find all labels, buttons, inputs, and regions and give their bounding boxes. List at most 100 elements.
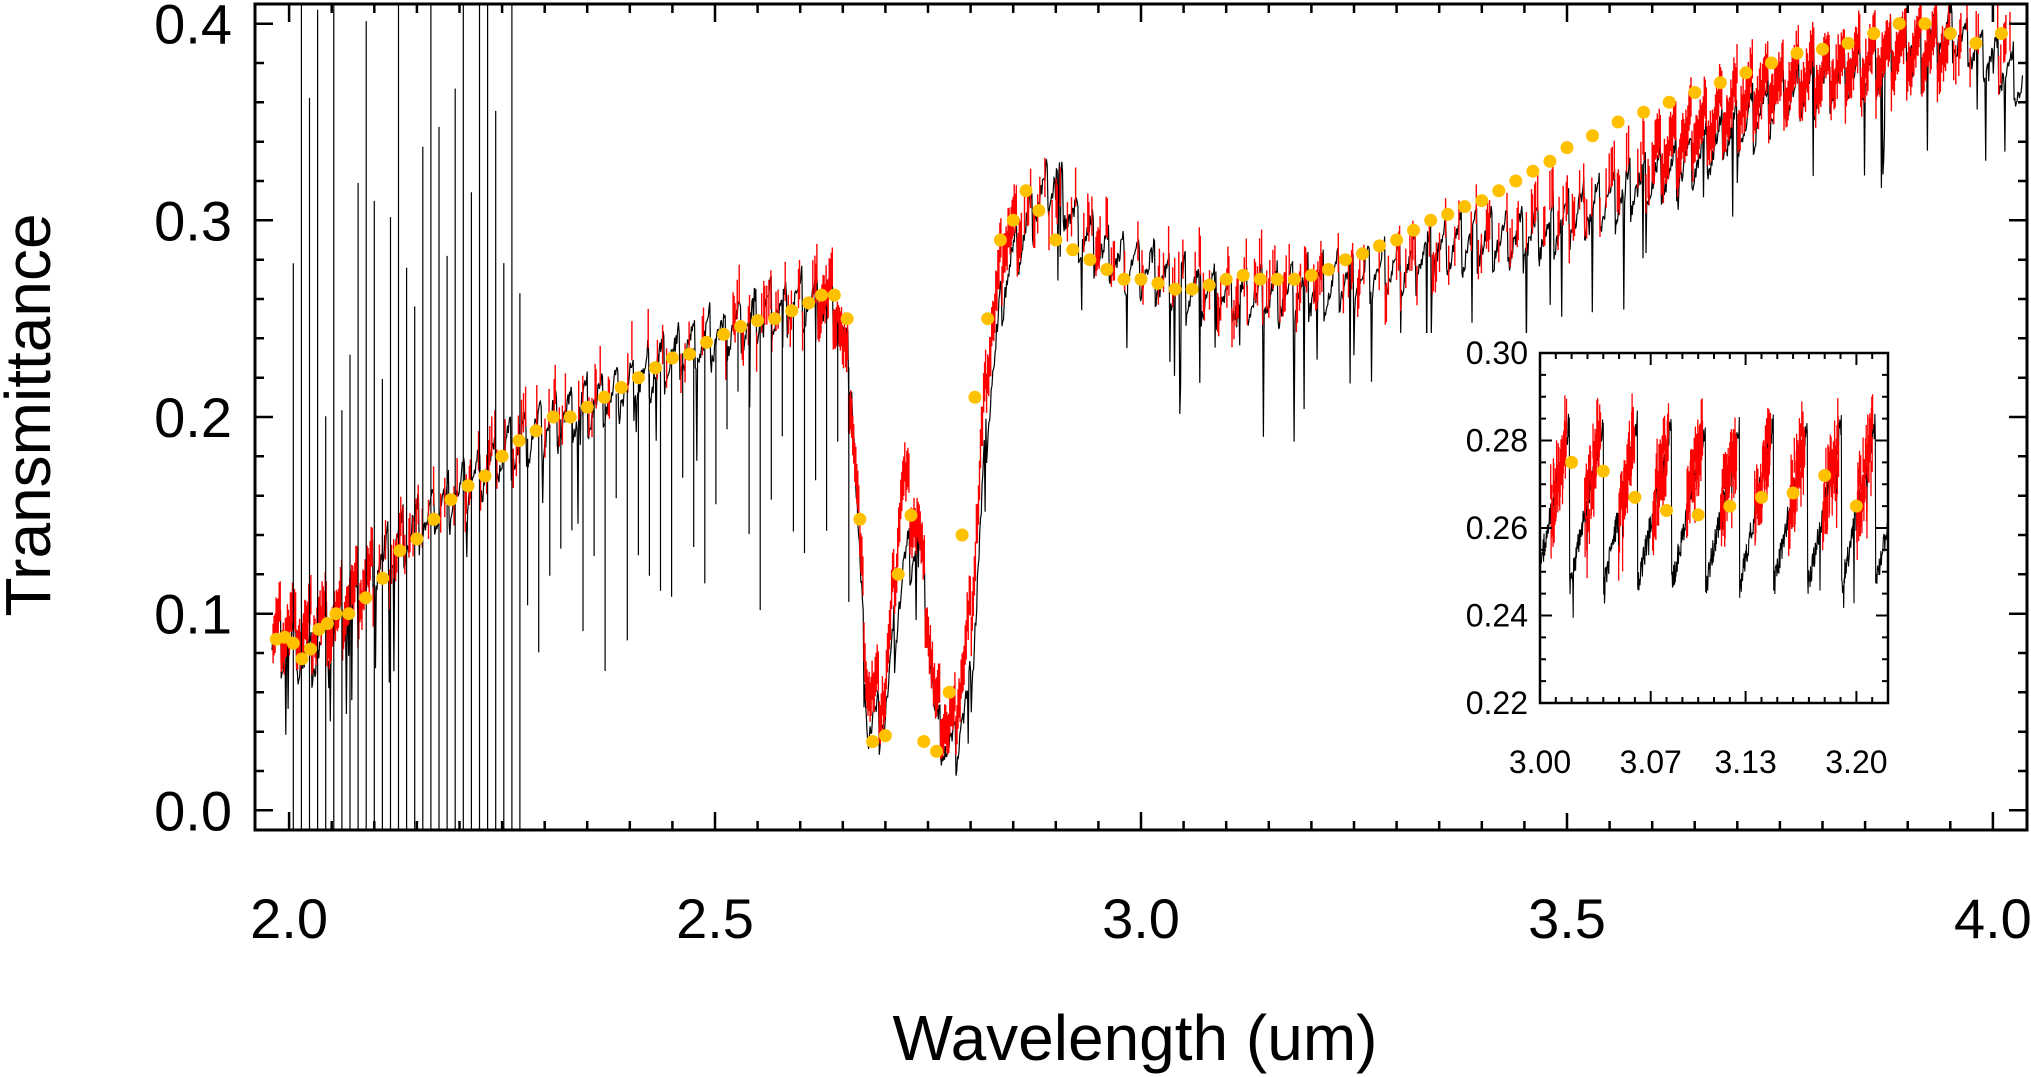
x-tick-label: 4.0: [1954, 887, 2031, 950]
x-axis-title: Wavelength (um): [893, 1002, 1378, 1074]
binned-point: [1219, 272, 1233, 286]
binned-point: [512, 434, 526, 448]
binned-point: [1943, 27, 1957, 40]
binned-point: [1867, 27, 1881, 40]
binned-point: [1339, 253, 1352, 267]
binned-point: [1424, 213, 1438, 227]
binned-point: [1083, 253, 1097, 267]
binned-point: [1032, 204, 1046, 217]
binned-point: [1841, 36, 1855, 50]
binned-point: [1407, 223, 1421, 237]
y-tick-label: 0.2: [154, 386, 232, 449]
binned-point: [717, 327, 731, 341]
binned-point: [853, 512, 867, 526]
binned-point: [993, 233, 1007, 247]
binned-point: [1509, 174, 1523, 188]
binned-point: [1236, 268, 1250, 282]
inset-y-tick-labels: 0.22 0.24 0.26 0.28 0.30: [1466, 335, 1528, 721]
binned-point: [1066, 243, 1080, 257]
binned-point: [1458, 200, 1472, 214]
binned-point: [1202, 278, 1216, 292]
binned-point: [866, 735, 880, 748]
inset-y-tick-label: 0.26: [1466, 510, 1528, 546]
y-tick-label: 0.1: [154, 583, 232, 646]
inset-binned-point: [1628, 490, 1642, 504]
y-tick-labels: 0.0 0.1 0.2 0.3 0.4: [154, 0, 232, 842]
binned-point: [1151, 276, 1165, 290]
binned-point: [815, 288, 828, 302]
y-tick-label: 0.3: [154, 189, 232, 252]
binned-point: [1560, 141, 1574, 155]
binned-point: [802, 296, 816, 310]
binned-point: [1270, 272, 1284, 286]
binned-point: [295, 652, 309, 666]
binned-point: [917, 735, 931, 748]
y-tick-label: 0.4: [154, 0, 232, 56]
binned-point: [968, 390, 982, 404]
inset-binned-point: [1596, 464, 1610, 478]
inset-binned-point: [1755, 490, 1768, 504]
spectrum-noise-spikes: [292, 4, 850, 830]
inset-binned-point: [1691, 508, 1705, 522]
inset-x-tick-label: 3.20: [1825, 744, 1887, 780]
binned-point: [1764, 56, 1778, 70]
binned-point: [648, 361, 662, 375]
binned-point: [1892, 17, 1906, 31]
binned-point: [546, 410, 560, 424]
binned-point: [1100, 263, 1114, 276]
inset-data-layer: [1540, 393, 1888, 618]
binned-point: [478, 469, 492, 483]
inset-y-tick-label: 0.30: [1466, 335, 1528, 371]
binned-point: [303, 642, 317, 656]
binned-point: [1117, 272, 1131, 286]
binned-point: [683, 347, 696, 361]
binned-point: [955, 528, 969, 542]
inset-y-tick-label: 0.28: [1466, 423, 1528, 459]
main-plot: 2.0 2.5 3.0 3.5 4.0 0.0 0.1 0.2 0.3 0.4: [154, 0, 2031, 950]
binned-point: [734, 320, 748, 333]
binned-point: [614, 381, 628, 394]
inset-x-tick-label: 3.00: [1509, 744, 1571, 780]
binned-point: [768, 312, 782, 326]
binned-point: [840, 312, 854, 326]
binned-point: [410, 532, 424, 546]
binned-point: [597, 390, 611, 404]
x-tick-label: 2.5: [676, 887, 754, 950]
inset-y-tick-label: 0.22: [1466, 685, 1528, 721]
binned-point: [1185, 282, 1199, 296]
main-axis-ticks: [255, 4, 2027, 830]
binned-point: [785, 304, 799, 318]
binned-point: [461, 479, 475, 493]
binned-point: [1739, 66, 1753, 80]
binned-point: [1168, 282, 1182, 296]
binned-point: [1019, 184, 1033, 198]
binned-point: [320, 617, 334, 630]
binned-point: [1637, 105, 1651, 119]
y-tick-label: 0.0: [154, 779, 232, 842]
x-tick-labels: 2.0 2.5 3.0 3.5 4.0: [250, 887, 2031, 950]
binned-point: [631, 371, 645, 385]
binned-point: [563, 410, 577, 424]
inset-x-tick-label: 3.13: [1714, 744, 1776, 780]
inset-binned-point: [1660, 504, 1673, 517]
binned-point: [1134, 272, 1148, 286]
binned-point: [930, 744, 943, 758]
binned-point: [1713, 76, 1727, 90]
binned-point: [878, 729, 892, 743]
binned-point: [700, 335, 713, 349]
binned-point: [1373, 239, 1386, 253]
binned-point: [376, 571, 390, 585]
binned-point: [1321, 263, 1335, 276]
binned-point: [286, 636, 300, 650]
binned-point: [1969, 36, 1983, 50]
binned-point: [1441, 207, 1455, 221]
binned-point: [1918, 17, 1932, 31]
binned-point: [1475, 194, 1489, 208]
binned-point: [1662, 95, 1676, 109]
binned-point: [1586, 129, 1599, 143]
binned-point: [1526, 164, 1540, 178]
binned-point: [1816, 42, 1829, 56]
binned-point: [1287, 272, 1301, 286]
binned-point: [1049, 233, 1063, 247]
